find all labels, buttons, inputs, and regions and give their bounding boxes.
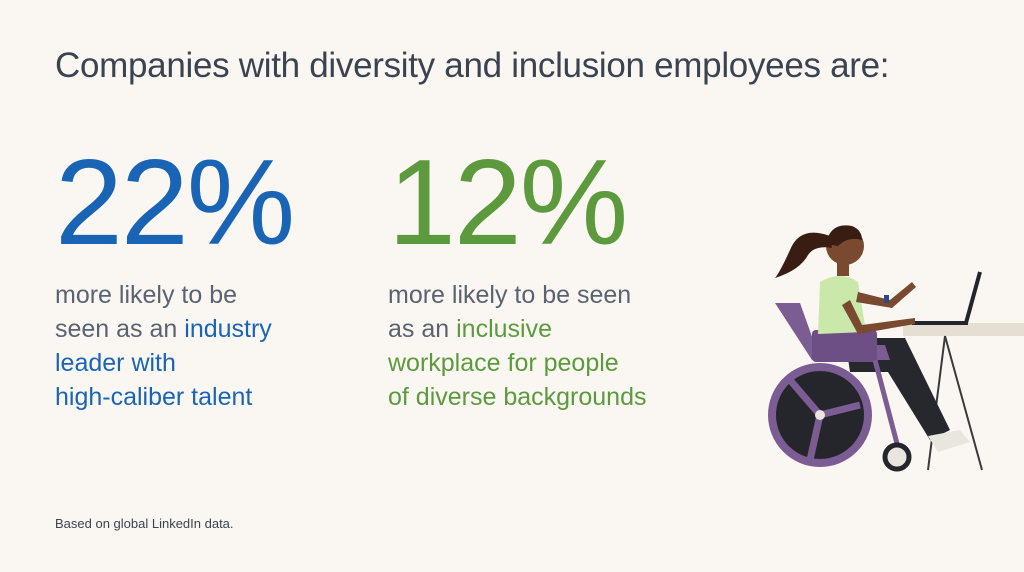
- watch: [884, 295, 889, 303]
- footnote: Based on global LinkedIn data.: [55, 516, 234, 531]
- description-line: as an inclusive: [388, 312, 646, 346]
- highlight-text: workplace for people: [388, 349, 619, 377]
- neck: [837, 262, 849, 276]
- laptop-screen: [964, 271, 982, 324]
- stat-description: more likely to be seen as an inclusive wor…: [388, 278, 646, 414]
- wheel-hub: [815, 410, 825, 420]
- desk-leg: [944, 335, 983, 471]
- description-line: leader with: [55, 346, 293, 380]
- desk: [903, 323, 1024, 336]
- wheel-spokes: [787, 377, 861, 461]
- ponytail: [775, 232, 832, 278]
- legs: [845, 338, 950, 440]
- description-line: seen as an industry: [55, 312, 293, 346]
- highlight-text: high-caliber talent: [55, 383, 253, 411]
- description-line: high-caliber talent: [55, 380, 293, 414]
- body-text: as an: [388, 315, 457, 343]
- stat-figure: 22%: [55, 134, 295, 270]
- arm: [842, 300, 915, 334]
- body-text: more likely to be seen: [388, 281, 632, 309]
- arm: [856, 282, 916, 308]
- stat: 12% more likely to be seen as an inclusive…: [388, 132, 646, 414]
- description-line: more likely to be seen: [388, 278, 646, 312]
- stat: 22% more likely to be seen as an industry l…: [55, 132, 295, 414]
- body-text: more likely to be: [55, 281, 238, 309]
- body-text: seen as an: [55, 315, 185, 343]
- hair: [826, 225, 862, 246]
- highlight-text: inclusive: [456, 315, 552, 343]
- stat-description: more likely to be seen as an industry lead…: [55, 278, 293, 414]
- description-line: of diverse backgrounds: [388, 380, 646, 414]
- description-line: workplace for people: [388, 346, 646, 380]
- highlight-text: industry: [184, 315, 272, 343]
- wheelchair-seat: [812, 330, 877, 362]
- highlight-text: of diverse backgrounds: [388, 383, 647, 411]
- description-line: more likely to be: [55, 278, 293, 312]
- highlight-text: leader with: [55, 349, 176, 377]
- small-wheel: [882, 442, 912, 472]
- wheelchair-strut: [872, 359, 903, 456]
- stat-figure: 12%: [388, 134, 628, 270]
- title: Companies with diversity and inclusion e…: [55, 46, 890, 85]
- shoe: [928, 430, 970, 452]
